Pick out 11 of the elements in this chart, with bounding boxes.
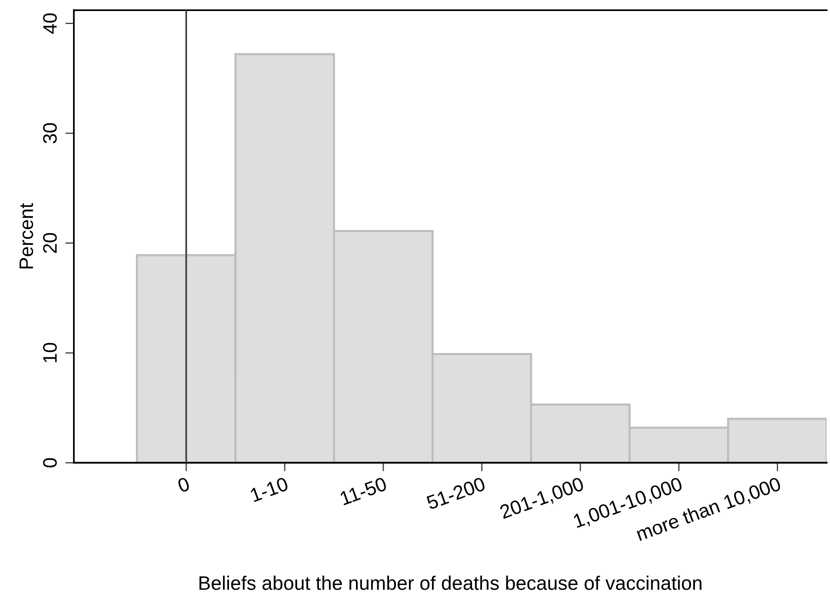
x-tick-label: 1-10 xyxy=(250,476,289,502)
x-tick-label: 11-50 xyxy=(339,476,388,506)
y-tick-label: 40 xyxy=(43,13,57,34)
x-tick-label: 0 xyxy=(176,476,190,493)
y-axis-title: Percent xyxy=(20,203,34,268)
y-tick-label: 20 xyxy=(43,233,57,253)
x-tick-label: 51-200 xyxy=(426,476,486,510)
y-tick-label: 30 xyxy=(43,123,57,144)
y-tick-label: 10 xyxy=(43,342,57,362)
y-tick-label: 0 xyxy=(43,458,57,468)
x-axis-title: Beliefs about the number of deaths because of vaccination xyxy=(199,576,702,590)
